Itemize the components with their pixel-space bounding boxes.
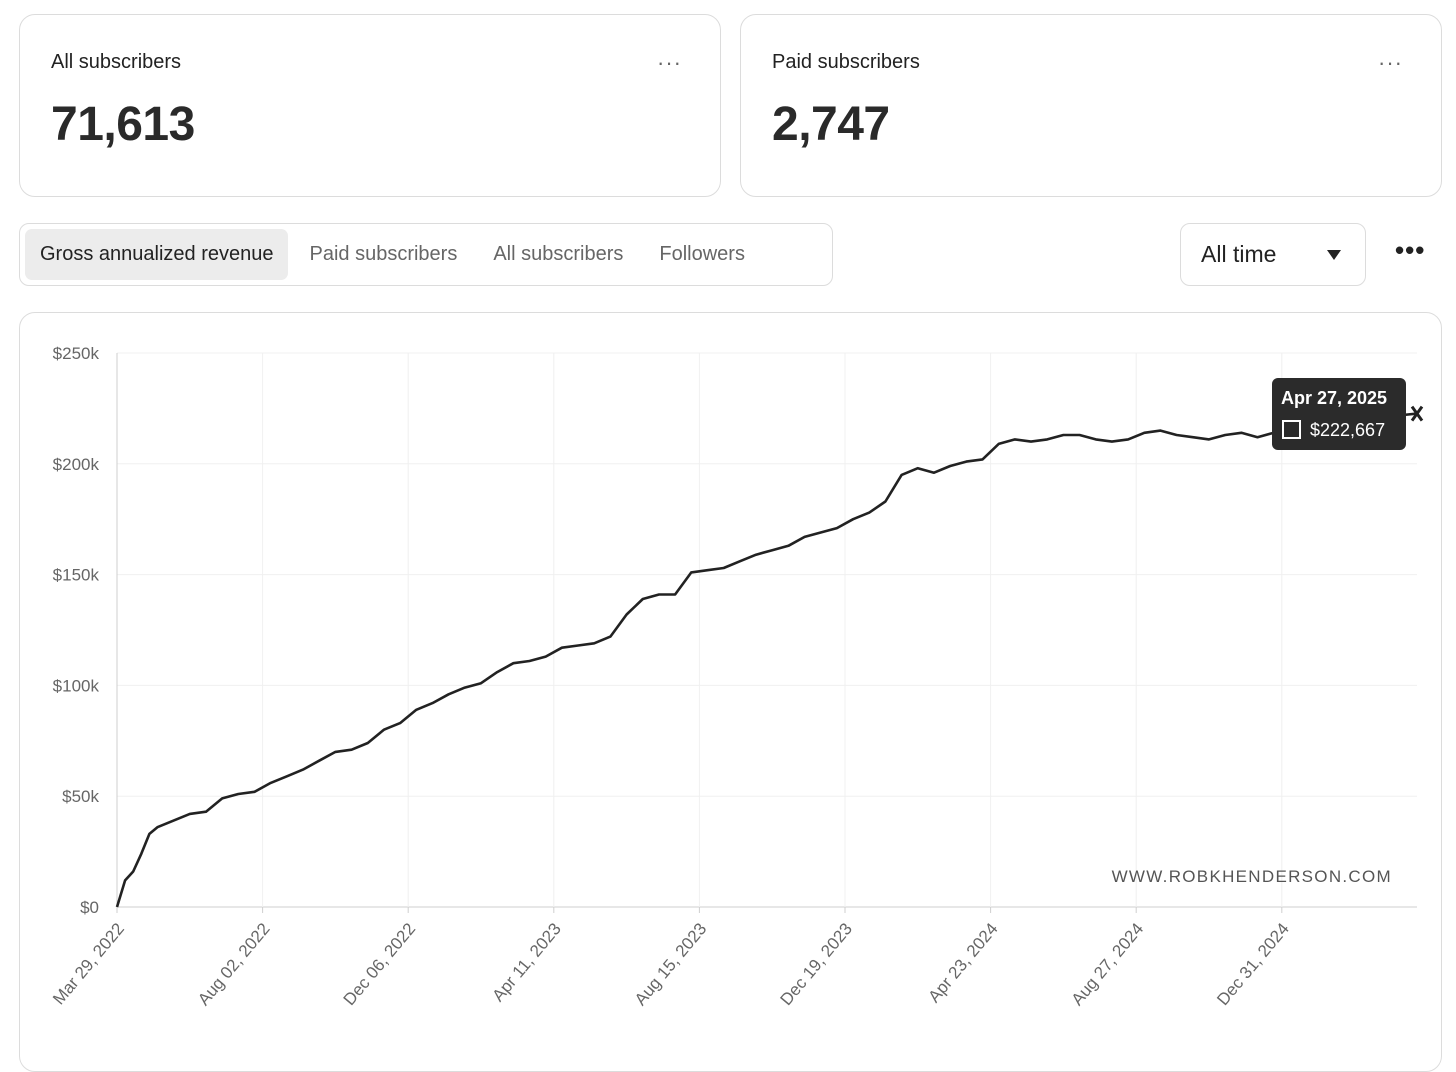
y-tick-label: $200k — [53, 455, 100, 474]
revenue-chart: $0 $50k $100k $150k $200k $250k Mar 29, 2022 Au… — [49, 344, 1424, 1009]
tooltip-date: Apr 27, 2025 — [1281, 388, 1387, 408]
tab-gross-annualized-revenue[interactable]: Gross annualized revenue — [25, 229, 289, 280]
series-endpoint-marker — [1410, 405, 1424, 422]
all-subscribers-value: 71,613 — [51, 98, 195, 151]
x-tick-label: Apr 23, 2024 — [925, 919, 1002, 1006]
revenue-series-line — [115, 412, 1418, 908]
y-tick-label: $150k — [53, 566, 100, 585]
x-tick-label: Dec 31, 2024 — [1213, 919, 1293, 1009]
all-subscribers-more-icon[interactable]: ··· — [657, 50, 682, 75]
y-tick-label: $100k — [53, 676, 100, 695]
x-tick-label: Apr 11, 2023 — [489, 919, 565, 1005]
all-subscribers-card: All subscribers 71,613 ··· — [19, 14, 721, 197]
paid-subscribers-card: Paid subscribers 2,747 ··· — [740, 14, 1442, 197]
time-range-label: All time — [1201, 241, 1277, 267]
watermark-text: WWW.ROBKHENDERSON.COM — [1112, 867, 1392, 886]
tab-all-subscribers[interactable]: All subscribers — [493, 243, 624, 265]
paid-subscribers-label: Paid subscribers — [772, 51, 920, 73]
tab-followers[interactable]: Followers — [659, 243, 745, 265]
tooltip-value: $222,667 — [1310, 420, 1385, 440]
x-tick-label: Aug 02, 2022 — [194, 919, 274, 1009]
chart-more-icon[interactable]: ••• — [1395, 235, 1426, 265]
tooltip-swatch-icon — [1282, 420, 1301, 439]
paid-subscribers-value: 2,747 — [772, 98, 890, 151]
time-range-select[interactable]: All time — [1180, 223, 1366, 286]
paid-subscribers-more-icon[interactable]: ··· — [1378, 50, 1403, 75]
y-tick-label: $50k — [62, 787, 99, 806]
x-tick-label: Dec 06, 2022 — [340, 919, 420, 1009]
tooltip-box — [1272, 378, 1406, 450]
caret-down-icon — [1327, 249, 1341, 260]
x-tick-label: Aug 27, 2024 — [1068, 919, 1148, 1009]
all-subscribers-label: All subscribers — [51, 51, 182, 73]
x-tick-label: Dec 19, 2023 — [776, 919, 856, 1009]
metric-tab-bar: Gross annualized revenue Paid subscriber… — [19, 223, 833, 286]
x-tick-label: Mar 29, 2022 — [49, 919, 128, 1008]
revenue-chart-card: $0 $50k $100k $150k $200k $250k Mar 29, 2022 Au… — [19, 312, 1442, 1072]
y-tick-label: $0 — [80, 898, 99, 917]
y-tick-label: $250k — [53, 344, 100, 363]
x-tick-label: Aug 15, 2023 — [631, 919, 711, 1009]
tab-paid-subscribers[interactable]: Paid subscribers — [309, 243, 458, 265]
